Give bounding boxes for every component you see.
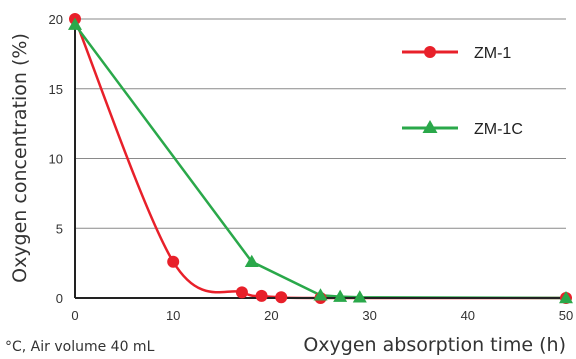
- footnote: °C, Air volume 40 mL: [5, 339, 155, 355]
- legend-label-zm-1: ZM-1: [474, 45, 511, 62]
- y-tick-label: 20: [49, 12, 63, 27]
- grid-lines: [75, 18, 566, 229]
- legend-marker-zm-1c: [422, 120, 438, 133]
- y-tick-label: 15: [49, 82, 63, 97]
- x-tick-label: 30: [362, 308, 376, 323]
- data-point-zm-1: [235, 286, 248, 299]
- data-point-zm-1: [275, 291, 288, 304]
- data-point-zm-1: [167, 255, 180, 268]
- x-axis-title: Oxygen absorption time (h): [303, 334, 566, 356]
- legend-marker-zm-1: [424, 46, 436, 58]
- series-line-zm-1c: [73, 23, 567, 300]
- legend-item-zm-1: ZM-1: [402, 45, 511, 62]
- y-axis-title: Oxygen concentration (%): [9, 33, 31, 283]
- x-tick-label: 0: [71, 308, 78, 323]
- data-point-zm-1c: [352, 290, 367, 303]
- data-point-zm-1c: [333, 289, 348, 302]
- tick-labels: 0 5 10 15 20 0 10 20 30 40 50: [49, 12, 574, 323]
- x-tick-label: 10: [166, 308, 180, 323]
- data-point-zm-1c: [68, 17, 82, 30]
- x-tick-label: 50: [559, 308, 573, 323]
- legend: ZM-1 ZM-1C: [402, 45, 523, 138]
- x-tick-label: 20: [264, 308, 278, 323]
- y-tick-label: 10: [49, 152, 63, 167]
- data-point-zm-1: [255, 289, 268, 302]
- data-point-zm-1c: [559, 291, 573, 304]
- y-tick-label: 0: [56, 291, 63, 306]
- x-tick-label: 40: [461, 308, 475, 323]
- legend-label-zm-1c: ZM-1C: [474, 121, 523, 138]
- data-point-zm-1c: [313, 288, 328, 301]
- legend-item-zm-1c: ZM-1C: [402, 120, 523, 138]
- y-tick-label: 5: [56, 221, 63, 236]
- data-markers: [68, 13, 573, 304]
- data-point-zm-1c: [244, 254, 259, 267]
